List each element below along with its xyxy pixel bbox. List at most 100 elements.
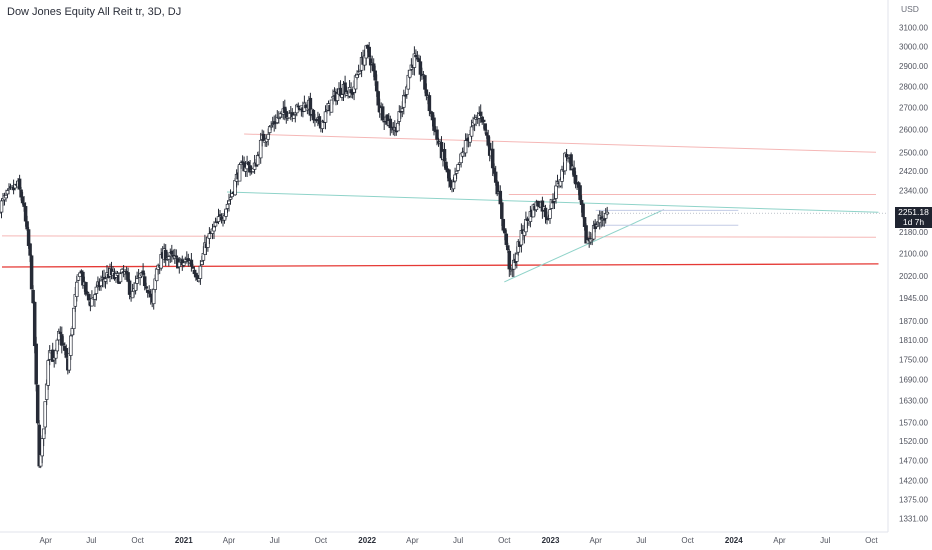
resistance-low-line[interactable] bbox=[1, 235, 877, 238]
candle-body bbox=[198, 265, 203, 279]
price-tick-label: 1331.00 bbox=[899, 514, 928, 523]
time-tick-label: Apr bbox=[406, 536, 419, 545]
candle-body bbox=[26, 229, 31, 246]
candle-body bbox=[20, 196, 25, 204]
candle-body bbox=[582, 217, 587, 227]
price-tick-label: 1690.00 bbox=[899, 376, 928, 385]
candle-body bbox=[64, 348, 69, 358]
candle-body bbox=[524, 219, 528, 233]
resistance-upper-line[interactable] bbox=[244, 133, 877, 153]
price-tick-label: 2100.00 bbox=[899, 250, 928, 259]
candle-body bbox=[269, 125, 273, 128]
candle-body bbox=[174, 255, 179, 258]
candle-body bbox=[506, 245, 510, 251]
time-tick-label: Oct bbox=[315, 536, 328, 545]
support-line[interactable] bbox=[1, 263, 879, 268]
candle-body bbox=[75, 281, 79, 297]
candle-body bbox=[525, 218, 530, 221]
candle-body bbox=[374, 81, 379, 92]
candle-body bbox=[38, 454, 43, 467]
candle-body bbox=[90, 297, 94, 307]
price-tick-label: 1470.00 bbox=[899, 457, 928, 466]
candle-body bbox=[483, 123, 487, 131]
price-tick-label: 1630.00 bbox=[899, 397, 928, 406]
time-tick-label: Jul bbox=[86, 536, 96, 545]
candle-body bbox=[554, 185, 558, 199]
candle-body bbox=[451, 181, 456, 190]
candle-body bbox=[314, 119, 319, 122]
candle-body bbox=[331, 96, 335, 99]
candle-body bbox=[509, 269, 513, 272]
candle-body bbox=[578, 185, 582, 200]
trend-ascending-line[interactable] bbox=[504, 209, 665, 283]
time-tick-label: Oct bbox=[681, 536, 694, 545]
candle-body bbox=[335, 93, 340, 101]
price-tick-label: 2600.00 bbox=[899, 126, 928, 135]
candle-body bbox=[373, 70, 377, 81]
candle-body bbox=[266, 133, 270, 140]
price-axis[interactable]: USD 3100.00 3000.00 2900.00 2800.00 2700.00 2… bbox=[899, 4, 928, 523]
candle-body bbox=[432, 117, 436, 131]
time-tick-label: 2021 bbox=[175, 536, 193, 545]
candle-body bbox=[463, 140, 468, 154]
candle-body bbox=[126, 272, 130, 282]
last-price-value: 2251.18 bbox=[898, 207, 929, 217]
candle-body bbox=[5, 190, 10, 195]
candle-body bbox=[78, 272, 82, 277]
candle-body bbox=[267, 126, 272, 133]
candle-body bbox=[329, 99, 334, 113]
candle-body bbox=[118, 273, 123, 283]
candles-layer bbox=[0, 42, 609, 469]
candle-body bbox=[25, 221, 29, 230]
candle-body bbox=[167, 256, 171, 260]
candle-body bbox=[493, 171, 498, 183]
price-tick-label: 1375.00 bbox=[899, 495, 928, 504]
candle-body bbox=[400, 108, 405, 112]
candle-body bbox=[481, 119, 486, 122]
candle-body bbox=[103, 278, 108, 282]
candle-body bbox=[182, 262, 186, 266]
candle-body bbox=[46, 360, 50, 386]
price-tick-label: 1945.00 bbox=[899, 294, 928, 303]
candle-body bbox=[355, 74, 359, 78]
candle-body bbox=[218, 214, 222, 216]
candle-body bbox=[200, 260, 204, 265]
candle-body bbox=[453, 174, 457, 182]
time-tick-label: Oct bbox=[865, 536, 878, 545]
time-tick-label: Apr bbox=[39, 536, 52, 545]
candle-body bbox=[31, 289, 35, 304]
price-tick-label: 1520.00 bbox=[899, 437, 928, 446]
candle-body bbox=[552, 198, 557, 202]
time-tick-label: Jul bbox=[453, 536, 463, 545]
candle-body bbox=[41, 428, 46, 439]
candle-body bbox=[191, 266, 195, 269]
candle-body bbox=[215, 221, 219, 224]
candle-body bbox=[230, 193, 234, 198]
time-tick-label: Jul bbox=[820, 536, 830, 545]
candle-body bbox=[563, 152, 567, 172]
time-tick-label: 2024 bbox=[725, 536, 743, 545]
candle-body bbox=[40, 438, 44, 457]
candle-body bbox=[447, 169, 451, 182]
candle-body bbox=[602, 218, 606, 221]
candle-body bbox=[69, 335, 73, 356]
candle-body bbox=[311, 109, 316, 121]
candle-body bbox=[317, 116, 322, 125]
candle-body bbox=[197, 278, 201, 282]
candle-body bbox=[515, 253, 519, 262]
time-axis[interactable]: Apr Jul Oct 2021 Apr Jul Oct 2022 Apr Jul Oct 2023 A… bbox=[39, 536, 878, 545]
price-tick-label: 2020.00 bbox=[899, 272, 928, 281]
price-tick-label: 1750.00 bbox=[899, 355, 928, 364]
time-tick-label: 2022 bbox=[358, 536, 376, 545]
price-tick-label: 1870.00 bbox=[899, 317, 928, 326]
candle-body bbox=[469, 126, 474, 137]
candle-body bbox=[35, 384, 40, 424]
price-tick-label: 2500.00 bbox=[899, 148, 928, 157]
candle-body bbox=[32, 301, 37, 347]
candle-body bbox=[4, 194, 8, 199]
candle-body bbox=[548, 209, 552, 219]
price-tick-label: 2700.00 bbox=[899, 104, 928, 113]
time-tick-label: Apr bbox=[223, 536, 236, 545]
